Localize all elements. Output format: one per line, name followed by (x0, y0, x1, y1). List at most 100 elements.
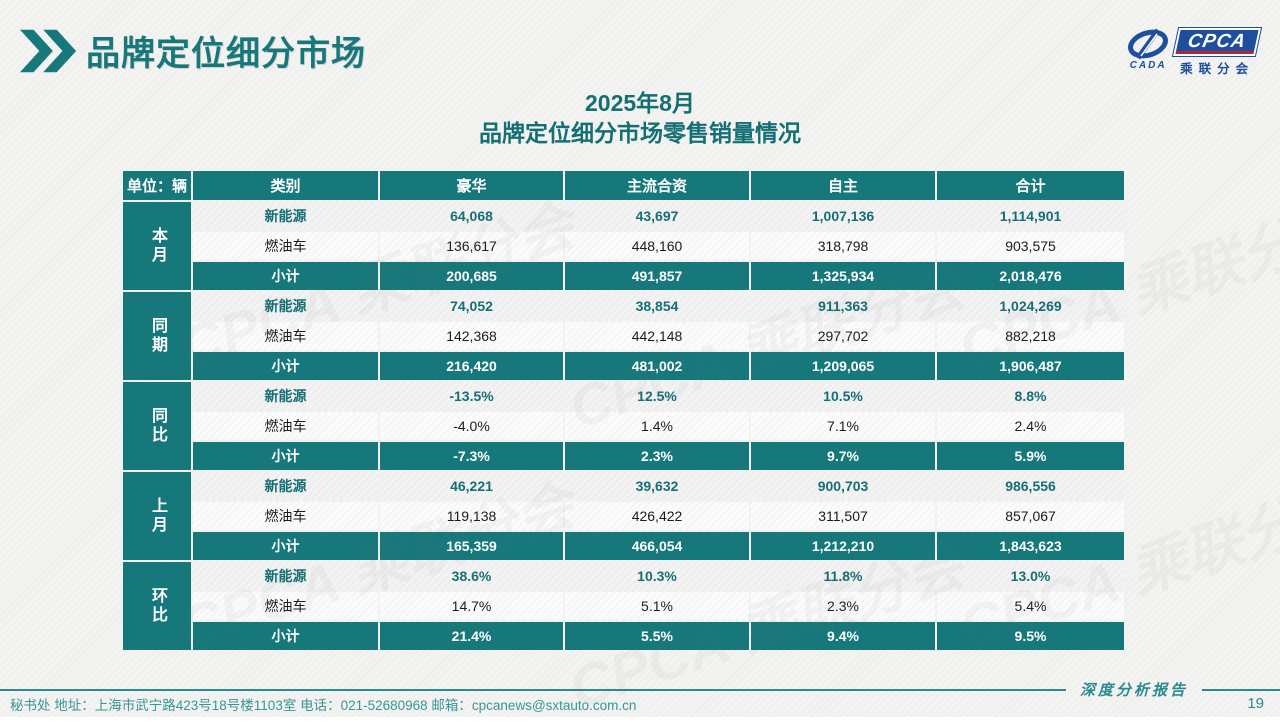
document-title: 2025年8月 品牌定位细分市场零售销量情况 (0, 88, 1280, 148)
footer-rule-left (0, 688, 1066, 691)
value-cell: 38.6% (380, 562, 564, 590)
value-cell: 1,325,934 (751, 262, 936, 290)
value-cell: 426,422 (565, 502, 750, 530)
cada-logo: CADA (1126, 28, 1170, 71)
value-cell: 2.3% (565, 442, 750, 470)
category-cell: 新能源 (193, 292, 379, 320)
title-bar: 品牌定位细分市场 (20, 26, 366, 75)
category-cell: 新能源 (193, 202, 379, 230)
page-number: 19 (1247, 695, 1264, 712)
table-row: 燃油车 142,368 442,148 297,702 882,218 (123, 322, 1125, 350)
table-row: 同比 新能源 -13.5% 12.5% 10.5% 8.8% (123, 382, 1125, 470)
value-cell: 21.4% (380, 622, 564, 650)
report-type-label: 深度分析报告 (1079, 681, 1188, 699)
table-row: 环比 新能源 38.6% 10.3% 11.8% 13.0% (123, 562, 1125, 650)
table-row: 本月 新能源 64,068 43,697 1,007,136 1,114,901 (123, 202, 1125, 290)
column-header-domestic: 自主 (751, 171, 936, 200)
column-header-category: 类别 (193, 171, 379, 200)
footer-rule: 深度分析报告 (0, 679, 1280, 700)
cpca-badge-group: CPCA 乘联分会 (1172, 27, 1263, 77)
category-cell: 燃油车 (193, 412, 379, 440)
value-cell: 200,685 (380, 262, 564, 290)
value-cell: 1,114,901 (937, 202, 1125, 230)
category-cell: 小计 (193, 352, 379, 380)
value-cell: 857,067 (937, 502, 1125, 530)
value-cell: 5.1% (565, 592, 750, 620)
category-cell: 新能源 (193, 562, 379, 590)
value-cell: 297,702 (751, 322, 936, 350)
value-cell: 142,368 (380, 322, 564, 350)
value-cell: 986,556 (937, 472, 1125, 500)
value-cell: 448,160 (565, 232, 750, 260)
value-cell: 311,507 (751, 502, 936, 530)
group-label-mom: 环比 (123, 562, 192, 650)
value-cell: 318,798 (751, 232, 936, 260)
value-cell: 38,854 (565, 292, 750, 320)
value-cell: 2,018,476 (937, 262, 1125, 290)
value-cell: 11.8% (751, 562, 936, 590)
value-cell: -4.0% (380, 412, 564, 440)
cpca-logo: CADA CPCA 乘联分会 (1126, 27, 1263, 77)
cpca-badge: CPCA (1172, 27, 1263, 57)
category-cell: 燃油车 (193, 502, 379, 530)
value-cell: 5.5% (565, 622, 750, 650)
table-row: 同期 新能源 74,052 38,854 911,363 1,024,269 (123, 292, 1125, 380)
value-cell: 216,420 (380, 352, 564, 380)
value-cell: 1,007,136 (751, 202, 936, 230)
value-cell: 882,218 (937, 322, 1125, 350)
sales-table: 单位：辆 类别 豪华 主流合资 自主 合计 本月 新能源 64,068 43,6… (121, 169, 1126, 652)
table-row: 小计 -7.3% 2.3% 9.7% 5.9% (123, 442, 1125, 470)
category-cell: 小计 (193, 622, 379, 650)
group-label-same-period: 同期 (123, 292, 192, 380)
value-cell: -7.3% (380, 442, 564, 470)
value-cell: 1,024,269 (937, 292, 1125, 320)
cada-swoosh-icon (1128, 28, 1169, 60)
value-cell: 1,209,065 (751, 352, 936, 380)
value-cell: 46,221 (380, 472, 564, 500)
value-cell: 8.8% (937, 382, 1125, 410)
value-cell: 10.5% (751, 382, 936, 410)
value-cell: 491,857 (565, 262, 750, 290)
value-cell: -13.5% (380, 382, 564, 410)
value-cell: 39,632 (565, 472, 750, 500)
category-cell: 新能源 (193, 382, 379, 410)
value-cell: 43,697 (565, 202, 750, 230)
value-cell: 1,906,487 (937, 352, 1125, 380)
table-row: 上月 新能源 46,221 39,632 900,703 986,556 (123, 472, 1125, 560)
value-cell: 64,068 (380, 202, 564, 230)
group-label-this-month: 本月 (123, 202, 192, 290)
page-title: 品牌定位细分市场 (86, 35, 366, 73)
value-cell: 74,052 (380, 292, 564, 320)
cada-label: CADA (1129, 60, 1167, 71)
value-cell: 5.4% (937, 592, 1125, 620)
value-cell: 14.7% (380, 592, 564, 620)
cpca-sub-label: 乘联分会 (1180, 62, 1255, 76)
category-cell: 新能源 (193, 472, 379, 500)
value-cell: 12.5% (565, 382, 750, 410)
value-cell: 9.5% (937, 622, 1125, 650)
value-cell: 9.7% (751, 442, 936, 470)
document-title-line2: 品牌定位细分市场零售销量情况 (479, 120, 801, 146)
category-cell: 小计 (193, 442, 379, 470)
value-cell: 903,575 (937, 232, 1125, 260)
footer-contact-info: 秘书处 地址：上海市武宁路423号18号楼1103室 电话：021-526809… (10, 698, 637, 713)
table-row: 燃油车 136,617 448,160 318,798 903,575 (123, 232, 1125, 260)
value-cell: 481,002 (565, 352, 750, 380)
value-cell: 2.3% (751, 592, 936, 620)
table-row: 小计 165,359 466,054 1,212,210 1,843,623 (123, 532, 1125, 560)
footer-rule-right (1202, 688, 1280, 691)
value-cell: 1,212,210 (751, 532, 936, 560)
value-cell: 7.1% (751, 412, 936, 440)
table-row: 小计 216,420 481,002 1,209,065 1,906,487 (123, 352, 1125, 380)
table-row: 燃油车 -4.0% 1.4% 7.1% 2.4% (123, 412, 1125, 440)
table-row: 燃油车 119,138 426,422 311,507 857,067 (123, 502, 1125, 530)
table-row: 燃油车 14.7% 5.1% 2.3% 5.4% (123, 592, 1125, 620)
double-chevron-right-icon (20, 29, 77, 72)
table-row: 小计 200,685 491,857 1,325,934 2,018,476 (123, 262, 1125, 290)
value-cell: 900,703 (751, 472, 936, 500)
value-cell: 165,359 (380, 532, 564, 560)
group-label-last-month: 上月 (123, 472, 192, 560)
document-title-line1: 2025年8月 (585, 90, 695, 116)
category-cell: 燃油车 (193, 232, 379, 260)
